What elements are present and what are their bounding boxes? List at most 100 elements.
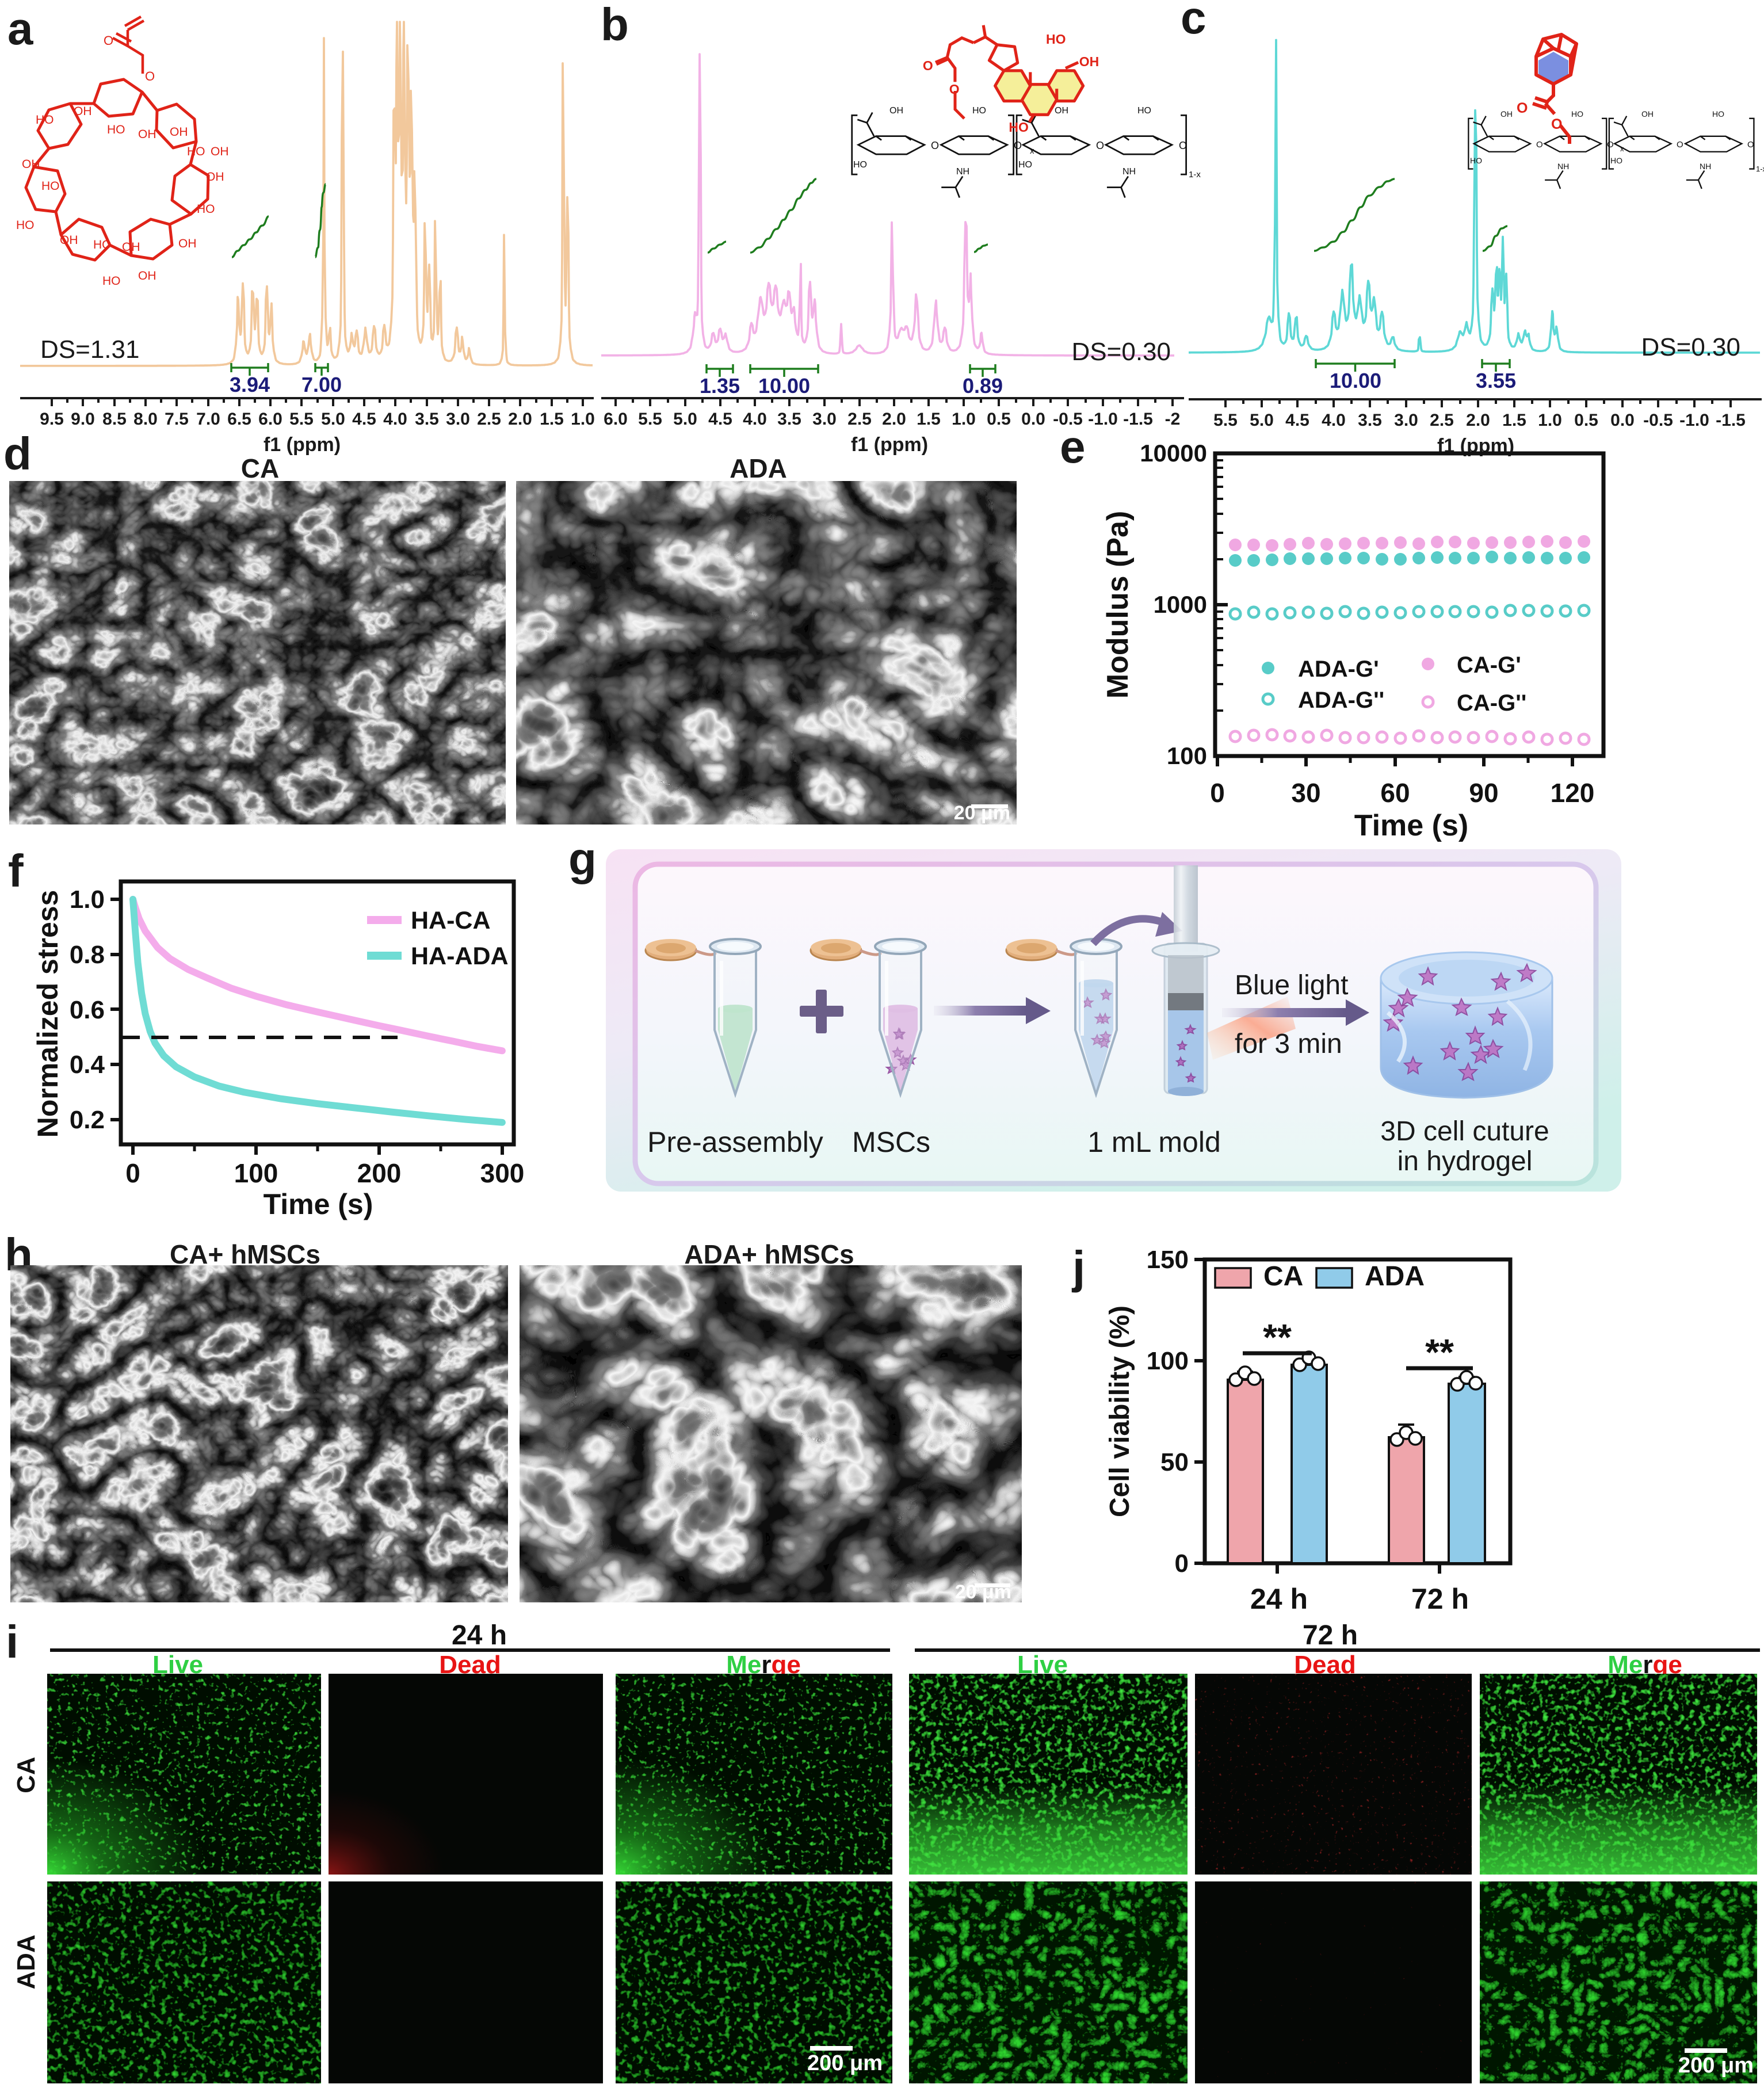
svg-text:200 μm: 200 μm bbox=[807, 2051, 883, 2075]
svg-text:for 3 min: for 3 min bbox=[1235, 1029, 1342, 1059]
svg-text:0.6: 0.6 bbox=[70, 996, 105, 1024]
svg-text:7.00: 7.00 bbox=[301, 373, 342, 396]
svg-text:2.0: 2.0 bbox=[508, 410, 532, 429]
svg-text:9.0: 9.0 bbox=[71, 410, 95, 429]
svg-text:120: 120 bbox=[1551, 778, 1595, 808]
svg-text:-0.5: -0.5 bbox=[1643, 411, 1673, 430]
svg-text:5.5: 5.5 bbox=[638, 410, 662, 429]
svg-text:DS=0.30: DS=0.30 bbox=[1641, 333, 1740, 361]
svg-text:Blue light: Blue light bbox=[1235, 970, 1348, 1001]
svg-text:0.89: 0.89 bbox=[963, 374, 1003, 398]
svg-text:NH: NH bbox=[1557, 162, 1569, 171]
svg-text:5.5: 5.5 bbox=[1213, 411, 1238, 430]
svg-text:ADA-G': ADA-G' bbox=[1298, 656, 1379, 682]
svg-text:5.0: 5.0 bbox=[321, 410, 345, 429]
svg-text:24 h: 24 h bbox=[1250, 1583, 1308, 1615]
svg-text:CA: CA bbox=[241, 453, 279, 483]
svg-text:CA: CA bbox=[12, 1757, 40, 1793]
svg-text:g: g bbox=[568, 833, 597, 884]
svg-text:-2: -2 bbox=[1165, 410, 1181, 429]
svg-text:24 h: 24 h bbox=[452, 1620, 507, 1651]
svg-text:Cell viability (%): Cell viability (%) bbox=[1105, 1306, 1135, 1517]
svg-text:HA-ADA: HA-ADA bbox=[411, 942, 509, 970]
svg-text:O: O bbox=[923, 58, 933, 73]
svg-text:1-x: 1-x bbox=[1189, 170, 1201, 180]
svg-text:OH: OH bbox=[1641, 109, 1654, 119]
svg-text:4.0: 4.0 bbox=[1322, 411, 1346, 430]
svg-text:10000: 10000 bbox=[1140, 440, 1207, 467]
svg-text:OH: OH bbox=[211, 145, 229, 158]
svg-text:0.0: 0.0 bbox=[1610, 411, 1635, 430]
svg-text:2.0: 2.0 bbox=[1466, 411, 1490, 430]
svg-text:HO: HO bbox=[1009, 120, 1028, 135]
svg-text:3.5: 3.5 bbox=[415, 410, 439, 429]
svg-text:O: O bbox=[931, 140, 939, 151]
svg-text:HO: HO bbox=[107, 123, 125, 136]
svg-text:2.0: 2.0 bbox=[882, 410, 906, 429]
svg-text:x: x bbox=[1030, 146, 1034, 156]
svg-text:HO: HO bbox=[16, 219, 35, 232]
svg-text:x: x bbox=[1620, 144, 1624, 153]
svg-text:150: 150 bbox=[1147, 1246, 1189, 1274]
svg-text:OH: OH bbox=[60, 234, 78, 247]
svg-text:OH: OH bbox=[138, 128, 156, 141]
svg-text:6.0: 6.0 bbox=[258, 410, 282, 429]
svg-text:OH: OH bbox=[1500, 109, 1513, 119]
svg-text:b: b bbox=[601, 0, 629, 50]
svg-text:100: 100 bbox=[1147, 1347, 1189, 1375]
svg-text:CA-G': CA-G' bbox=[1457, 652, 1521, 678]
svg-text:3.0: 3.0 bbox=[446, 410, 470, 429]
svg-text:O: O bbox=[1551, 116, 1562, 132]
svg-text:3D cell cuture: 3D cell cuture bbox=[1380, 1116, 1549, 1147]
svg-text:NH: NH bbox=[956, 167, 969, 177]
svg-text:i: i bbox=[6, 1616, 18, 1667]
svg-text:HO: HO bbox=[197, 203, 215, 216]
svg-text:CA-G'': CA-G'' bbox=[1457, 690, 1526, 716]
svg-text:4.0: 4.0 bbox=[383, 410, 407, 429]
svg-text:in hydrogel: in hydrogel bbox=[1398, 1146, 1533, 1177]
svg-text:1-x: 1-x bbox=[1756, 165, 1764, 173]
svg-text:OH: OH bbox=[74, 105, 92, 118]
svg-text:HA-CA: HA-CA bbox=[411, 907, 491, 934]
svg-text:Normalized stress: Normalized stress bbox=[32, 890, 64, 1138]
svg-text:1.5: 1.5 bbox=[1502, 411, 1526, 430]
svg-text:90: 90 bbox=[1469, 778, 1498, 808]
svg-text:a: a bbox=[7, 3, 33, 54]
svg-text:8.5: 8.5 bbox=[102, 410, 127, 429]
svg-text:HO: HO bbox=[1571, 109, 1583, 119]
svg-text:O: O bbox=[949, 82, 960, 97]
svg-text:100: 100 bbox=[1167, 742, 1207, 769]
svg-text:O: O bbox=[1536, 140, 1543, 150]
svg-text:4.0: 4.0 bbox=[743, 410, 767, 429]
svg-text:0: 0 bbox=[125, 1158, 140, 1188]
svg-text:f1 (ppm): f1 (ppm) bbox=[264, 434, 341, 456]
svg-text:10.00: 10.00 bbox=[758, 374, 810, 398]
svg-text:**: ** bbox=[1425, 1331, 1454, 1373]
svg-text:HO: HO bbox=[187, 145, 205, 158]
svg-text:300: 300 bbox=[480, 1158, 525, 1188]
svg-text:4.5: 4.5 bbox=[1285, 411, 1309, 430]
svg-text:1000: 1000 bbox=[1154, 591, 1207, 618]
svg-text:-1.5: -1.5 bbox=[1716, 411, 1746, 430]
svg-text:CA+ hMSCs: CA+ hMSCs bbox=[170, 1239, 320, 1269]
svg-text:72 h: 72 h bbox=[1303, 1620, 1358, 1651]
svg-text:1.0: 1.0 bbox=[571, 410, 595, 429]
svg-text:5.5: 5.5 bbox=[289, 410, 314, 429]
svg-text:HO: HO bbox=[1712, 109, 1724, 119]
svg-text:HO: HO bbox=[1137, 106, 1151, 116]
svg-text:Modulus (Pa): Modulus (Pa) bbox=[1101, 511, 1135, 698]
svg-text:OH: OH bbox=[170, 125, 188, 139]
svg-text:1.0: 1.0 bbox=[952, 410, 976, 429]
svg-text:0.5: 0.5 bbox=[1574, 411, 1598, 430]
svg-text:ADA-G'': ADA-G'' bbox=[1298, 688, 1384, 713]
svg-text:O: O bbox=[145, 69, 155, 83]
svg-text:0.5: 0.5 bbox=[987, 410, 1011, 429]
svg-text:5.0: 5.0 bbox=[673, 410, 697, 429]
svg-text:OH: OH bbox=[122, 241, 140, 254]
svg-text:1.0: 1.0 bbox=[70, 885, 105, 914]
svg-text:O: O bbox=[1747, 140, 1754, 150]
svg-text:HO: HO bbox=[1018, 160, 1032, 170]
svg-text:30: 30 bbox=[1291, 778, 1320, 808]
svg-text:2.5: 2.5 bbox=[477, 410, 501, 429]
svg-text:HO: HO bbox=[93, 238, 112, 251]
